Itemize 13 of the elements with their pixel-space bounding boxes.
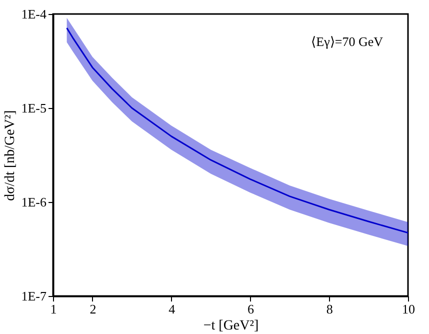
y-tick-label: 1E-7 bbox=[21, 288, 47, 304]
y-tick-label: 1E-4 bbox=[21, 6, 47, 22]
x-tick-label: 1 bbox=[50, 302, 57, 316]
x-tick-label: 10 bbox=[402, 302, 415, 316]
y-tick-label: 1E-6 bbox=[21, 194, 47, 210]
x-tick-label: 4 bbox=[168, 302, 176, 316]
x-tick-label: 8 bbox=[326, 302, 333, 316]
y-tick-label: 1E-5 bbox=[21, 100, 46, 116]
x-axis-title: −t [GeV²] bbox=[203, 318, 259, 334]
x-tick-label: 2 bbox=[90, 302, 96, 316]
annotation: ⟨Eγ⟩=70 GeV bbox=[311, 34, 384, 49]
x-tick-label: 6 bbox=[247, 302, 254, 316]
y-axis-title: dσ/dt [nb/GeV²] bbox=[3, 110, 18, 201]
